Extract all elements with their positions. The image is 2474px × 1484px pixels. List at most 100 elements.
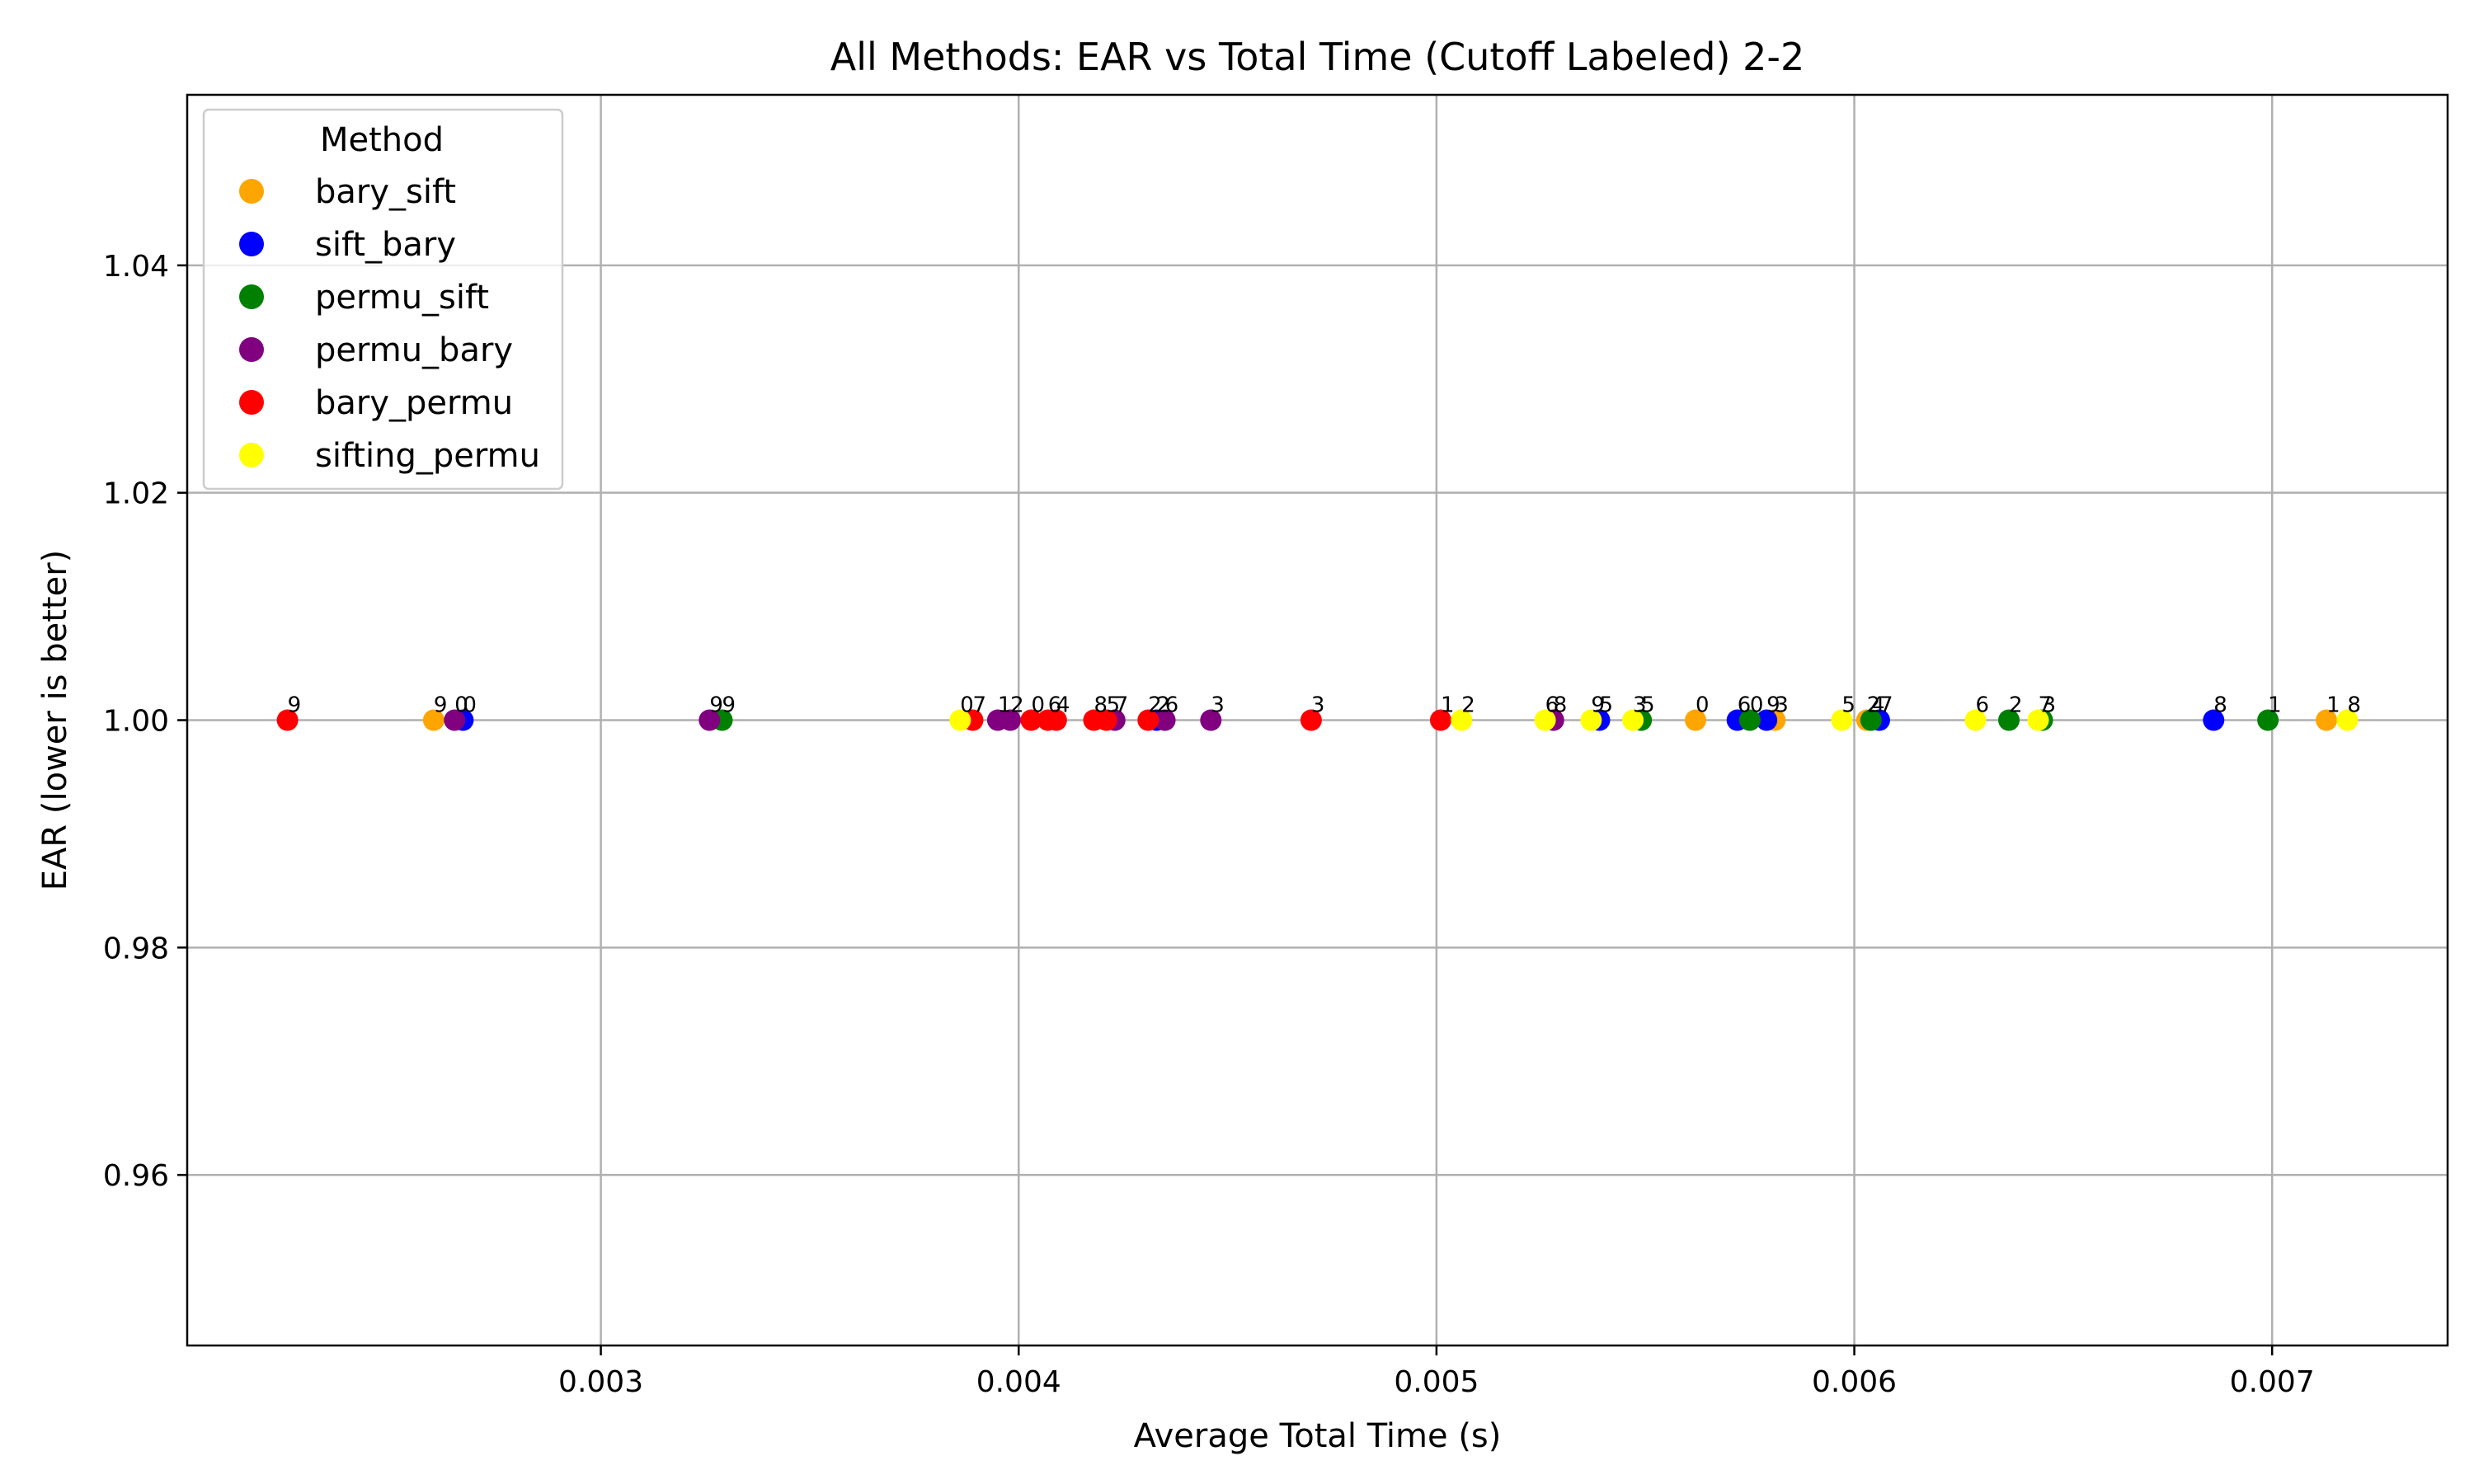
data-point-permu_bary bbox=[698, 709, 721, 731]
data-point-sifting_permu bbox=[2027, 709, 2049, 731]
y-axis-label: EAR (lower is better) bbox=[36, 550, 74, 891]
legend-label-permu_bary: permu_bary bbox=[315, 331, 513, 369]
legend-marker-sift_bary bbox=[239, 232, 264, 256]
point-label: 0 bbox=[454, 693, 468, 718]
data-point-permu_bary bbox=[1154, 709, 1176, 731]
point-label: 8 bbox=[1554, 693, 1568, 718]
legend-marker-bary_sift bbox=[239, 179, 264, 204]
legend-label-sift_bary: sift_bary bbox=[315, 226, 456, 264]
data-point-sifting_permu bbox=[1831, 709, 1853, 731]
y-tick-label: 1.04 bbox=[103, 250, 169, 284]
point-label: 2 bbox=[1156, 693, 1170, 718]
legend-label-bary_permu: bary_permu bbox=[315, 384, 513, 422]
data-point-permu_sift bbox=[1738, 709, 1761, 731]
data-point-sift_bary bbox=[1756, 709, 1778, 731]
point-label: 7 bbox=[973, 693, 987, 718]
ticks-layer: 0.003 0.004 0.005 0.006 0.007 0.96 0.98 1.00 1.0… bbox=[103, 250, 2315, 1399]
point-label: 0 bbox=[960, 693, 974, 718]
data-point-bary_permu bbox=[1045, 709, 1067, 731]
point-label: 1 bbox=[998, 693, 1012, 718]
y-tick-label: 0.98 bbox=[103, 932, 169, 965]
data-point-sifting_permu bbox=[949, 709, 971, 731]
data-point-bary_permu bbox=[1429, 709, 1451, 731]
point-label: 3 bbox=[2043, 693, 2057, 718]
data-point-sifting_permu bbox=[1451, 709, 1473, 731]
point-label: 6 bbox=[1545, 693, 1559, 718]
point-label: 6 bbox=[1738, 693, 1752, 718]
point-label: 7 bbox=[2038, 693, 2052, 718]
x-tick-label: 0.004 bbox=[976, 1365, 1061, 1399]
points-layer bbox=[276, 709, 2359, 731]
data-point-permu_sift bbox=[1998, 709, 2020, 731]
point-label: 8 bbox=[2347, 693, 2361, 718]
point-label: 5 bbox=[1641, 693, 1655, 718]
point-label: 1 bbox=[2326, 693, 2340, 718]
x-tick-label: 0.003 bbox=[558, 1365, 643, 1399]
legend-box bbox=[202, 108, 564, 491]
point-label: 6 bbox=[1165, 693, 1179, 718]
point-label: 5 bbox=[1107, 693, 1121, 718]
point-label: 7 bbox=[1115, 693, 1129, 718]
data-point-bary_permu bbox=[1300, 709, 1322, 731]
point-labels-layer: 9 0 3 2 10 2 5 6 9 7 89 5 0 4 2 3 10 9 12 7 6 3 89 7 0 64 85 2 3 10 2 6… bbox=[288, 693, 2361, 718]
data-point-sift_bary bbox=[2203, 709, 2225, 731]
y-tick-label: 1.02 bbox=[103, 477, 169, 511]
x-axis-label: Average Total Time (s) bbox=[1134, 1417, 1502, 1455]
point-label: 5 bbox=[1841, 693, 1856, 718]
legend-title: Method bbox=[320, 121, 444, 159]
legend-label-sifting_permu: sifting_permu bbox=[315, 437, 540, 475]
point-label: 9 bbox=[709, 693, 723, 718]
data-point-bary_permu bbox=[1095, 709, 1117, 731]
point-label: 9 bbox=[288, 693, 302, 718]
data-point-permu_bary bbox=[444, 709, 466, 731]
point-label: 5 bbox=[1599, 693, 1613, 718]
point-label: 4 bbox=[1871, 693, 1885, 718]
x-tick-label: 0.005 bbox=[1394, 1365, 1479, 1399]
point-label: 0 bbox=[463, 693, 477, 718]
point-label: 9 bbox=[1591, 693, 1605, 718]
point-label: 9 bbox=[434, 693, 448, 718]
point-label: 9 bbox=[722, 693, 736, 718]
point-label: 0 bbox=[1750, 693, 1764, 718]
data-point-bary_sift bbox=[1685, 709, 1707, 731]
legend-marker-bary_permu bbox=[239, 390, 264, 415]
point-label: 0 bbox=[1031, 693, 1045, 718]
data-point-sifting_permu bbox=[2336, 709, 2359, 731]
x-tick-label: 0.007 bbox=[2230, 1365, 2315, 1399]
data-point-sifting_permu bbox=[1964, 709, 1987, 731]
point-label: 2 bbox=[1010, 693, 1024, 718]
point-label: 2 bbox=[2009, 693, 2023, 718]
point-label: 7 bbox=[1879, 693, 1893, 718]
data-point-permu_sift bbox=[1860, 709, 1882, 731]
point-label: 9 bbox=[1766, 693, 1780, 718]
point-label: 1 bbox=[2268, 693, 2282, 718]
legend-marker-permu_sift bbox=[239, 284, 264, 309]
data-point-bary_permu bbox=[1137, 709, 1159, 731]
y-tick-label: 1.00 bbox=[103, 705, 169, 739]
data-point-bary_permu bbox=[1020, 709, 1042, 731]
legend-marker-permu_bary bbox=[239, 337, 264, 362]
data-point-sifting_permu bbox=[1534, 709, 1556, 731]
data-point-permu_bary bbox=[1200, 709, 1222, 731]
legend: Method bary_sift sift_bary permu_siftpermu… bbox=[202, 108, 564, 491]
data-point-bary_permu bbox=[276, 709, 299, 731]
x-tick-label: 0.006 bbox=[1812, 1365, 1897, 1399]
legend-items: bary_sift sift_bary permu_sift permu_baryba… bbox=[239, 173, 540, 475]
point-label: 3 bbox=[1311, 693, 1325, 718]
data-point-bary_sift bbox=[2316, 709, 2338, 731]
data-point-sifting_permu bbox=[1622, 709, 1644, 731]
legend-label-bary_sift: bary_sift bbox=[315, 173, 456, 211]
data-point-permu_bary bbox=[999, 709, 1022, 731]
point-label: 3 bbox=[1633, 693, 1647, 718]
point-label: 2 bbox=[1867, 693, 1881, 718]
legend-marker-sifting_permu bbox=[239, 443, 264, 467]
data-point-permu_sift bbox=[2257, 709, 2279, 731]
point-label: 2 bbox=[1461, 693, 1475, 718]
point-label: 8 bbox=[1094, 693, 1108, 718]
point-label: 2 bbox=[1148, 693, 1162, 718]
data-point-sifting_permu bbox=[1580, 709, 1602, 731]
legend-label-permu_sift: permu_sift bbox=[315, 279, 489, 317]
y-tick-label: 0.96 bbox=[103, 1159, 169, 1193]
data-point-bary_sift bbox=[422, 709, 444, 731]
